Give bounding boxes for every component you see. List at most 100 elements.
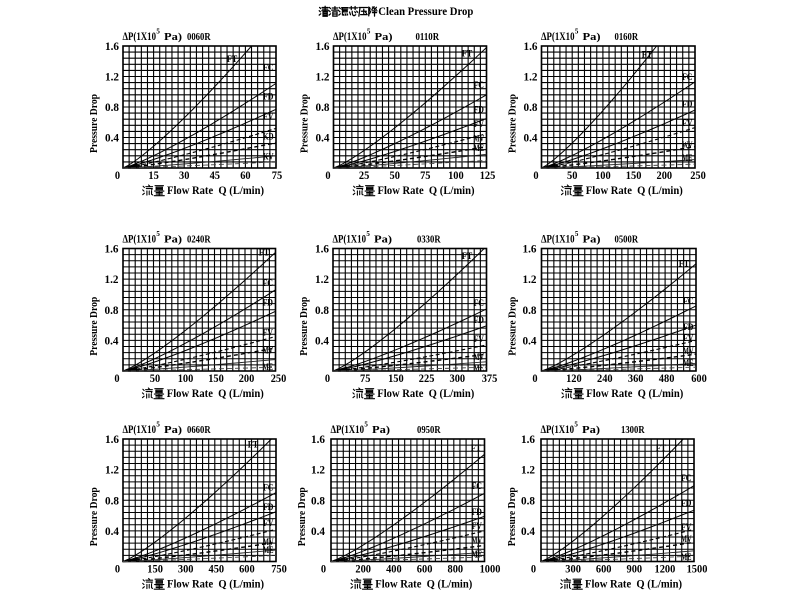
- svg-text:FD: FD: [474, 316, 485, 326]
- svg-text:225: 225: [419, 371, 435, 385]
- svg-text:250: 250: [271, 371, 287, 385]
- svg-text:1.6: 1.6: [315, 242, 329, 256]
- svg-text:5: 5: [156, 28, 160, 36]
- svg-text:0: 0: [532, 371, 537, 385]
- svg-text:Pa): Pa): [374, 234, 392, 246]
- svg-text:1.2: 1.2: [105, 272, 119, 286]
- svg-text:ΔP(1X10: ΔP(1X10: [541, 232, 575, 246]
- svg-text:0.8: 0.8: [523, 303, 537, 317]
- svg-text:Pa): Pa): [583, 31, 601, 43]
- svg-text:1.6: 1.6: [523, 242, 537, 256]
- svg-text:0: 0: [114, 371, 119, 385]
- svg-text:360: 360: [628, 371, 644, 385]
- svg-text:Pressure Drop: Pressure Drop: [89, 297, 100, 356]
- svg-text:FT: FT: [471, 444, 482, 454]
- svg-text:Pressure Drop: Pressure Drop: [507, 487, 518, 546]
- svg-text:FD: FD: [683, 323, 694, 333]
- svg-text:1.2: 1.2: [105, 70, 119, 84]
- svg-text:1.6: 1.6: [105, 39, 119, 53]
- svg-text:FD: FD: [263, 503, 274, 513]
- svg-text:0.8: 0.8: [316, 100, 330, 114]
- svg-text:1.2: 1.2: [315, 272, 329, 286]
- svg-text:FV: FV: [472, 522, 483, 532]
- svg-text:0: 0: [325, 371, 330, 385]
- svg-text:KD: KD: [263, 133, 274, 143]
- svg-text:ME: ME: [472, 550, 483, 560]
- svg-text:0950R: 0950R: [417, 425, 441, 436]
- svg-text:300: 300: [450, 371, 466, 385]
- svg-text:Pressure Drop: Pressure Drop: [508, 297, 519, 356]
- svg-text:FC: FC: [681, 474, 692, 484]
- svg-text:ΔP(1X10: ΔP(1X10: [541, 422, 575, 436]
- svg-text:100: 100: [178, 371, 194, 385]
- svg-text:5: 5: [366, 230, 370, 238]
- svg-text:KV: KV: [263, 153, 274, 163]
- svg-text:ME: ME: [263, 363, 274, 373]
- svg-text:ΔP(1X10: ΔP(1X10: [123, 29, 157, 43]
- svg-text:FT: FT: [679, 260, 690, 270]
- svg-text:0.4: 0.4: [105, 524, 119, 538]
- svg-text:0.8: 0.8: [311, 493, 325, 507]
- svg-text:150: 150: [147, 562, 163, 576]
- svg-text:Flow Rate Q (L/min): Flow Rate Q (L/min): [167, 388, 264, 400]
- svg-text:900: 900: [627, 562, 643, 576]
- svg-text:0: 0: [325, 168, 330, 182]
- svg-text:0060R: 0060R: [187, 32, 211, 43]
- svg-text:120: 120: [566, 371, 582, 385]
- svg-text:0.4: 0.4: [316, 131, 330, 145]
- svg-text:ΔP(1X10: ΔP(1X10: [123, 232, 157, 246]
- svg-text:300: 300: [178, 562, 194, 576]
- svg-text:FD: FD: [263, 299, 274, 309]
- svg-text:0240R: 0240R: [187, 235, 211, 246]
- svg-text:ΔP(1X10: ΔP(1X10: [331, 422, 365, 436]
- svg-text:Flow Rate Q (L/min): Flow Rate Q (L/min): [377, 388, 474, 400]
- svg-text:75: 75: [272, 168, 282, 182]
- svg-text:FV: FV: [263, 113, 274, 123]
- svg-text:FT: FT: [248, 441, 259, 451]
- svg-text:FV: FV: [263, 519, 274, 529]
- svg-text:WV: WV: [682, 141, 693, 151]
- svg-text:0.4: 0.4: [521, 524, 535, 538]
- svg-text:0: 0: [115, 562, 120, 576]
- svg-text:FT: FT: [227, 55, 238, 65]
- svg-text:5: 5: [156, 230, 160, 238]
- svg-text:0110R: 0110R: [416, 32, 440, 43]
- svg-text:FV: FV: [474, 335, 485, 345]
- svg-text:5: 5: [367, 28, 371, 36]
- svg-text:1.6: 1.6: [105, 242, 119, 256]
- svg-text:150: 150: [208, 371, 224, 385]
- svg-text:Pa): Pa): [375, 31, 393, 43]
- svg-text:5: 5: [156, 421, 160, 429]
- svg-text:ME: ME: [683, 359, 694, 369]
- svg-text:Clean Pressure Drop: Clean Pressure Drop: [378, 6, 473, 18]
- svg-text:150: 150: [626, 168, 642, 182]
- svg-text:ΔP(1X10: ΔP(1X10: [541, 29, 575, 43]
- svg-text:75: 75: [360, 371, 370, 385]
- svg-text:1.2: 1.2: [105, 463, 119, 477]
- svg-text:ME: ME: [263, 546, 274, 556]
- svg-text:450: 450: [209, 562, 225, 576]
- svg-text:Pressure Drop: Pressure Drop: [89, 487, 100, 546]
- svg-text:45: 45: [210, 168, 220, 182]
- svg-text:FC: FC: [263, 484, 274, 494]
- svg-text:1.2: 1.2: [521, 463, 535, 477]
- svg-text:600: 600: [239, 562, 255, 576]
- svg-text:FV: FV: [682, 119, 693, 129]
- svg-text:5: 5: [575, 230, 579, 238]
- svg-text:Flow Rate Q (L/min): Flow Rate Q (L/min): [586, 185, 683, 197]
- svg-text:600: 600: [417, 562, 433, 576]
- svg-text:0: 0: [531, 562, 536, 576]
- svg-text:Pressure Drop: Pressure Drop: [300, 94, 311, 153]
- svg-text:Pressure Drop: Pressure Drop: [89, 94, 100, 153]
- svg-text:0.8: 0.8: [315, 303, 329, 317]
- svg-text:FV: FV: [681, 523, 692, 533]
- svg-text:0.8: 0.8: [105, 493, 119, 507]
- svg-text:Pa): Pa): [372, 424, 390, 436]
- svg-text:375: 375: [482, 371, 498, 385]
- svg-text:MV: MV: [263, 538, 274, 548]
- svg-text:0: 0: [533, 168, 538, 182]
- svg-text:0500R: 0500R: [615, 235, 639, 246]
- svg-text:FT: FT: [259, 249, 270, 259]
- svg-text:0: 0: [321, 562, 326, 576]
- svg-text:1.6: 1.6: [524, 39, 538, 53]
